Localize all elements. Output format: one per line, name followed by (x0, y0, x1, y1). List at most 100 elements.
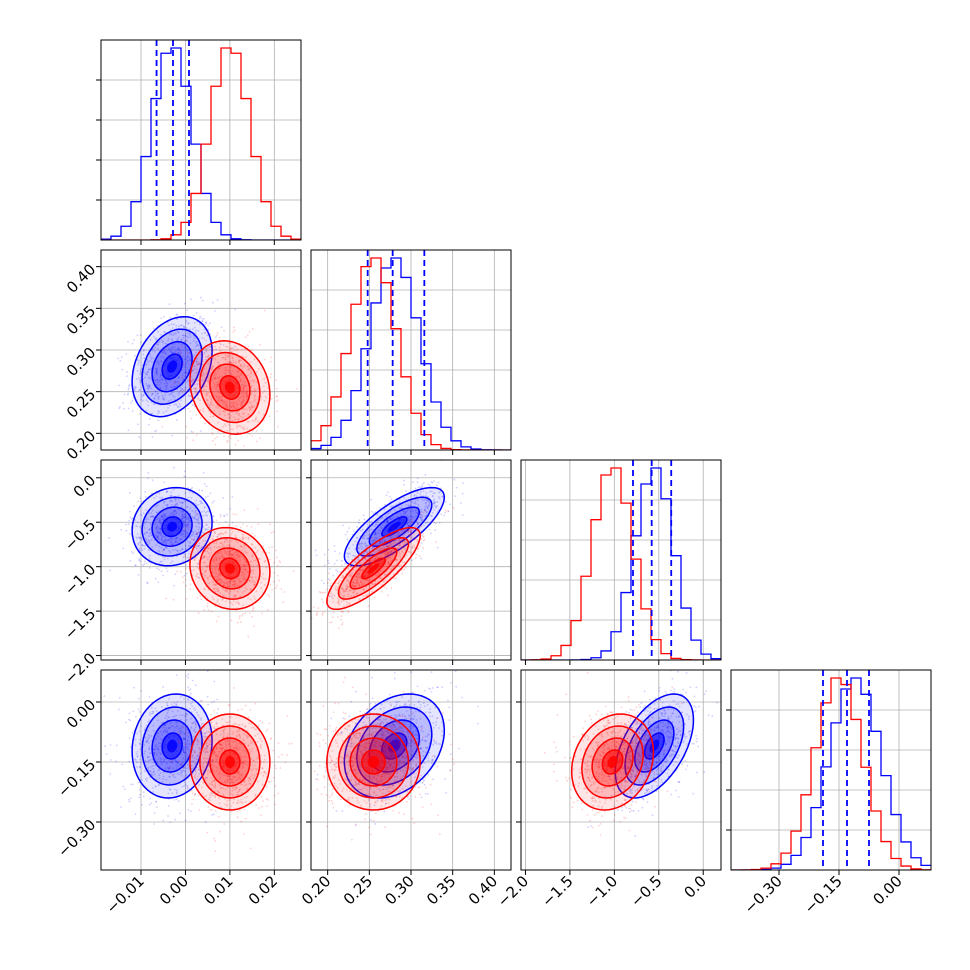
y-tick-label: −0.15 (54, 756, 99, 801)
x-tick-label: 0.0 (680, 872, 710, 902)
x-tick-label: 0.35 (423, 872, 459, 908)
contour-0-2 (151, 340, 193, 393)
contour-1-1 (199, 725, 261, 799)
x-tick-label: 0.00 (156, 872, 192, 908)
contour-0-2 (368, 506, 421, 547)
panel-2-1 (306, 459, 512, 665)
x-tick-label: −0.5 (627, 872, 665, 910)
y-tick-label: 0.25 (63, 385, 99, 421)
contour-1-1 (199, 351, 261, 424)
panel-frame (520, 459, 722, 661)
contour-1-3 (219, 557, 241, 580)
x-tick-label: 0.40 (465, 872, 501, 908)
panel-1-1 (310, 249, 512, 455)
x-tick-label: −1.5 (538, 872, 576, 910)
y-tick-label: −2.0 (61, 649, 99, 687)
contour-1-3 (219, 375, 241, 400)
y-tick-label: 0.30 (63, 344, 99, 380)
y-tick-label: −1.5 (61, 605, 99, 643)
y-tick-label: 0.35 (63, 302, 99, 338)
contour-0-1 (141, 328, 203, 405)
contour-0-2 (151, 719, 193, 773)
x-tick-label: −0.15 (801, 872, 846, 917)
scatter-series-1 (169, 687, 294, 853)
contour-1-3 (361, 749, 386, 775)
histogram-series-1 (731, 677, 931, 870)
density-level-1-4 (607, 756, 618, 768)
contour-0-0 (131, 693, 213, 799)
contour-0-2 (151, 506, 193, 547)
contour-1-3 (361, 557, 386, 580)
x-tick-label: 0.01 (200, 872, 236, 908)
contour-1-0 (570, 713, 655, 811)
density-level-1-4 (224, 381, 235, 394)
x-tick-label: 0.00 (869, 872, 905, 908)
histogram-series-0 (311, 257, 511, 450)
y-tick-label: −0.30 (54, 816, 99, 861)
contour-1-0 (326, 713, 421, 811)
contour-1-2 (209, 547, 251, 590)
contour-1-0 (189, 713, 271, 811)
panel-2-2 (520, 459, 722, 665)
contour-0-0 (131, 486, 213, 567)
contour-1-0 (189, 340, 271, 435)
contour-1-0 (189, 526, 271, 611)
contour-1-3 (601, 749, 624, 775)
density-level-0-4 (388, 521, 401, 532)
contour-1-2 (209, 363, 251, 412)
x-tick-label: −0.01 (103, 872, 148, 917)
contour-1-2 (209, 737, 251, 787)
panel-3-3: −0.30 −0.15 0.00 (726, 669, 932, 917)
contour-0-1 (141, 496, 203, 557)
contour-1-3 (219, 749, 241, 775)
contour-0-3 (381, 732, 408, 760)
density-level-1-4 (224, 563, 235, 574)
contour-0-2 (368, 719, 421, 773)
panel-frame (100, 459, 302, 661)
contour-1-2 (349, 737, 398, 787)
scatter-series-1 (161, 309, 299, 447)
density-level-0-4 (167, 521, 178, 532)
density-level-1-4 (367, 756, 380, 768)
y-tick-label: −1.0 (61, 560, 99, 598)
density-level-0-4 (388, 739, 401, 753)
density-level-0-4 (649, 739, 660, 753)
panel-3-0: −0.30−0.150.00−0.01 0.00 0.01 0.02 (54, 669, 302, 917)
contour-0-0 (614, 693, 695, 799)
panel-frame (100, 39, 302, 241)
contour-0-1 (141, 706, 203, 786)
y-tick-label: 0.00 (63, 696, 99, 732)
contour-0-3 (643, 732, 665, 760)
x-tick-label: −1.0 (583, 872, 621, 910)
x-tick-label: 0.20 (298, 872, 334, 908)
panel-3-1: 0.20 0.25 0.30 0.35 0.40 (298, 669, 512, 908)
panel-2-0: −2.0 −1.5 −1.0 −0.5 0.0 (61, 459, 302, 688)
contour-0-3 (161, 516, 183, 538)
density-level-1-4 (224, 756, 235, 768)
panel-frame (100, 669, 302, 871)
panel-3-2: −2.0 −1.5 −1.0 −0.5 0.0 (494, 669, 722, 911)
contour-1-2 (591, 737, 634, 787)
x-tick-label: −2.0 (494, 872, 532, 910)
contour-1-1 (199, 537, 261, 600)
contour-1-1 (337, 537, 410, 600)
contour-0-3 (161, 732, 183, 760)
panel-1-0: 0.20 0.25 0.30 0.35 0.40 (63, 249, 302, 463)
contour-1-1 (337, 725, 410, 799)
panel-frame (520, 669, 722, 871)
density-level-0-4 (167, 360, 178, 373)
density-level-1-4 (367, 563, 380, 574)
panel-0-0 (96, 39, 302, 245)
contour-0-0 (131, 315, 213, 418)
x-tick-label: −0.30 (741, 872, 786, 917)
contour-0-3 (161, 353, 183, 380)
contour-0-0 (343, 486, 446, 567)
x-tick-label: 0.30 (381, 872, 417, 908)
y-tick-label: −0.5 (61, 516, 99, 554)
density-level-0-4 (167, 739, 178, 753)
contour-1-1 (581, 725, 644, 799)
y-tick-label: 0.0 (70, 471, 100, 501)
x-tick-label: 0.02 (245, 872, 281, 908)
contour-0-1 (624, 706, 685, 786)
